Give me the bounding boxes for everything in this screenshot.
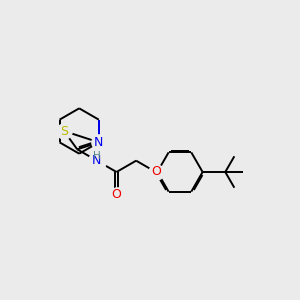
Text: H: H (93, 152, 101, 161)
Text: S: S (60, 124, 68, 137)
Text: N: N (94, 136, 104, 149)
Text: O: O (151, 166, 161, 178)
Text: O: O (112, 188, 122, 201)
Text: N: N (92, 154, 102, 167)
